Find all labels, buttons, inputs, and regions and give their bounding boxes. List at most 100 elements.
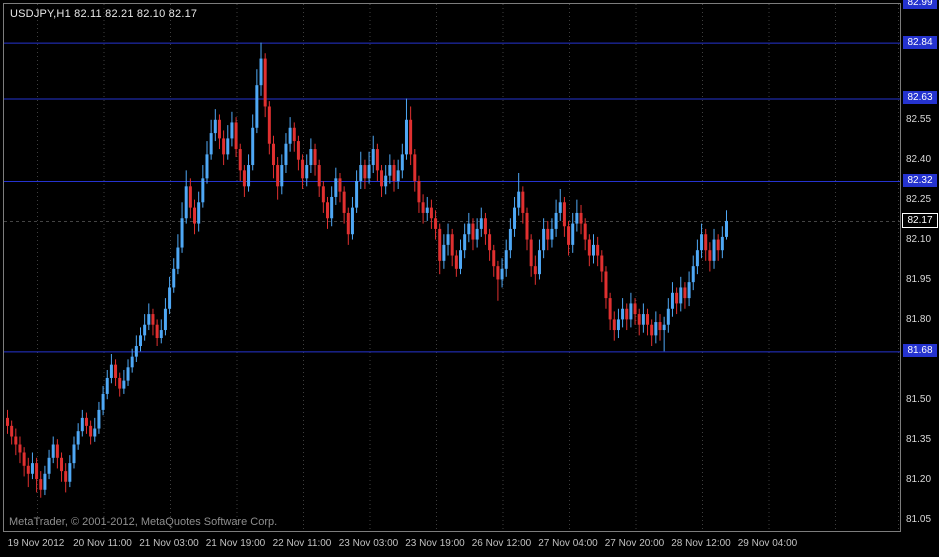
- candle-down: [342, 186, 346, 224]
- candle-down: [562, 196, 566, 237]
- candle-down: [600, 250, 604, 283]
- candle-down: [234, 117, 238, 158]
- candle-up: [126, 359, 130, 386]
- candle-down: [276, 157, 280, 200]
- price-axis-label: 82.25: [906, 194, 932, 206]
- candle-down: [612, 311, 616, 341]
- chart-title: USDJPY,H1 82.11 82.21 82.10 82.17: [10, 8, 198, 20]
- candle-up: [101, 385, 105, 416]
- price-axis-label: 81.35: [906, 433, 932, 445]
- candle-down: [14, 428, 18, 456]
- bid-price-badge: 82.17: [902, 213, 938, 229]
- candle-down: [22, 447, 26, 477]
- candle-up: [629, 292, 633, 328]
- candle-down: [60, 452, 64, 482]
- candle-up: [147, 303, 151, 331]
- candle-up: [670, 282, 674, 317]
- price-axis-label: 82.40: [906, 154, 932, 166]
- candle-up: [47, 449, 51, 480]
- candle-down: [188, 178, 192, 219]
- candle-down: [633, 298, 637, 325]
- copyright-watermark: MetaTrader, © 2001-2012, MetaQuotes Soft…: [9, 516, 278, 528]
- price-axis-label: 82.10: [906, 234, 932, 246]
- candle-down: [392, 159, 396, 192]
- candle-down: [321, 180, 325, 213]
- candle-up: [388, 154, 392, 184]
- candle-up: [687, 271, 691, 307]
- candle-up: [571, 212, 575, 253]
- candle-down: [434, 210, 438, 240]
- price-axis-label: 81.80: [906, 313, 932, 325]
- candle-down: [708, 242, 712, 272]
- candle-up: [176, 234, 180, 275]
- candle-down: [301, 154, 305, 189]
- candle-down: [704, 228, 708, 261]
- time-axis-label: 21 Nov 03:00: [139, 538, 199, 549]
- time-axis-label: 27 Nov 04:00: [538, 538, 598, 549]
- candle-up: [666, 298, 670, 333]
- candle-up: [134, 335, 138, 362]
- candle-up: [479, 207, 483, 237]
- candle-up: [616, 308, 620, 339]
- price-axis-label: 81.95: [906, 273, 932, 285]
- candle-down: [296, 135, 300, 171]
- candle-down: [471, 218, 475, 251]
- candle-down: [10, 420, 14, 445]
- candle-up: [700, 223, 704, 259]
- candle-up: [591, 234, 595, 264]
- candle-up: [68, 455, 72, 488]
- candle-up: [350, 196, 354, 240]
- level-price-badge: 82.84: [903, 35, 937, 49]
- time-axis-label: 19 Nov 2012: [7, 538, 65, 549]
- candle-up: [93, 417, 97, 442]
- candle-down: [217, 114, 221, 150]
- candle-down: [6, 409, 9, 434]
- time-axis-label: 21 Nov 19:00: [205, 538, 266, 549]
- candle-down: [263, 53, 267, 118]
- candle-up: [168, 276, 172, 315]
- candle-down: [608, 292, 612, 331]
- candle-down: [496, 260, 500, 301]
- candle-up: [359, 151, 363, 189]
- candle-up: [159, 319, 163, 344]
- candle-down: [292, 122, 296, 152]
- candle-up: [288, 117, 292, 152]
- candle-up: [255, 69, 259, 134]
- candle-down: [114, 359, 118, 386]
- candle-up: [467, 212, 471, 243]
- candle-up: [30, 452, 34, 480]
- candle-up: [513, 196, 517, 237]
- candle-up: [355, 170, 359, 213]
- chart-plot-area[interactable]: USDJPY,H1 82.11 82.21 82.10 82.17 MetaTr…: [3, 3, 901, 532]
- candle-down: [39, 471, 43, 498]
- candle-down: [454, 250, 458, 277]
- level-price-badge: 82.99: [903, 0, 937, 9]
- candle-up: [226, 125, 230, 160]
- candle-down: [596, 236, 600, 267]
- candle-up: [425, 196, 429, 221]
- candle-up: [400, 143, 404, 179]
- candle-down: [488, 228, 492, 261]
- candle-up: [654, 311, 658, 344]
- candle-down: [716, 234, 720, 261]
- candle-down: [604, 266, 608, 309]
- candle-down: [429, 199, 433, 229]
- candle-down: [421, 194, 425, 224]
- candle-up: [280, 154, 284, 195]
- candle-down: [533, 255, 537, 285]
- candle-up: [662, 316, 666, 352]
- candle-up: [97, 401, 101, 434]
- candle-up: [459, 239, 463, 275]
- candle-up: [396, 159, 400, 189]
- time-axis-label: 20 Nov 11:00: [73, 538, 132, 549]
- candle-down: [675, 287, 679, 315]
- candle-up: [330, 186, 334, 227]
- candle-down: [417, 175, 421, 213]
- candle-up: [367, 151, 371, 184]
- level-price-badge: 82.32: [903, 173, 937, 187]
- candle-down: [450, 228, 454, 267]
- candle-down: [525, 207, 529, 251]
- candle-down: [650, 319, 654, 347]
- candle-up: [384, 165, 388, 195]
- candle-up: [463, 223, 467, 259]
